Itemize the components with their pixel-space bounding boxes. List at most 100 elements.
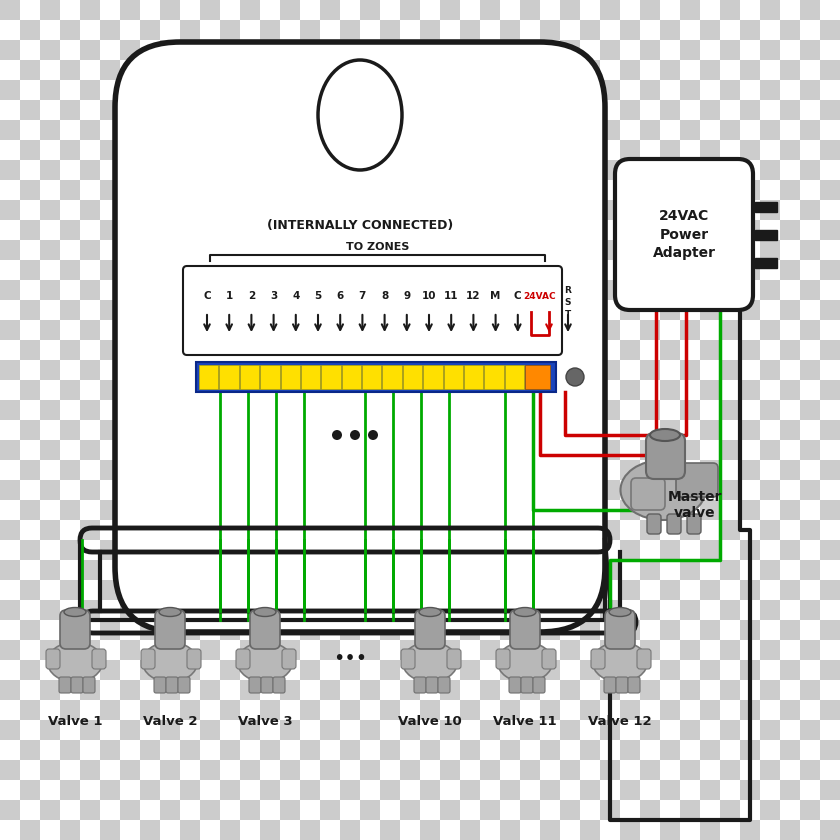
Bar xyxy=(600,320,620,340)
Bar xyxy=(640,0,660,20)
Bar xyxy=(600,200,620,220)
Bar xyxy=(680,460,700,480)
Bar xyxy=(520,380,540,400)
Bar xyxy=(220,20,240,40)
Bar xyxy=(820,120,840,140)
Bar xyxy=(420,720,440,740)
Bar xyxy=(280,820,300,840)
Bar xyxy=(220,540,240,560)
Bar xyxy=(640,60,660,80)
Bar xyxy=(360,700,380,720)
Bar xyxy=(239,365,259,389)
Bar xyxy=(480,120,500,140)
Bar xyxy=(760,100,780,120)
Bar xyxy=(40,780,60,800)
Bar xyxy=(580,640,600,660)
Bar xyxy=(200,360,220,380)
Bar xyxy=(300,320,320,340)
Bar xyxy=(260,220,280,240)
Bar xyxy=(500,720,520,740)
Bar xyxy=(540,400,560,420)
Bar xyxy=(240,400,260,420)
Bar xyxy=(80,720,100,740)
Bar xyxy=(240,580,260,600)
Bar xyxy=(180,240,200,260)
Bar xyxy=(680,440,700,460)
FancyBboxPatch shape xyxy=(667,514,681,534)
Bar xyxy=(720,380,740,400)
Bar xyxy=(620,140,640,160)
Bar xyxy=(640,120,660,140)
Bar xyxy=(680,340,700,360)
Bar xyxy=(80,180,100,200)
Bar xyxy=(340,760,360,780)
Bar xyxy=(220,440,240,460)
Bar xyxy=(0,540,20,560)
Bar xyxy=(820,300,840,320)
Bar xyxy=(140,580,160,600)
Bar xyxy=(820,160,840,180)
Bar xyxy=(20,480,40,500)
Bar xyxy=(580,620,600,640)
Bar xyxy=(280,360,300,380)
Bar xyxy=(300,820,320,840)
Bar xyxy=(200,620,220,640)
Bar xyxy=(520,560,540,580)
Bar xyxy=(40,140,60,160)
Bar xyxy=(260,260,280,280)
Bar xyxy=(420,680,440,700)
Ellipse shape xyxy=(238,642,292,682)
Bar xyxy=(520,180,540,200)
Bar xyxy=(320,80,340,100)
Bar xyxy=(760,260,780,280)
Bar xyxy=(560,580,580,600)
Bar xyxy=(800,680,820,700)
Bar xyxy=(140,200,160,220)
Bar xyxy=(60,20,80,40)
Bar xyxy=(240,600,260,620)
Bar xyxy=(640,420,660,440)
FancyBboxPatch shape xyxy=(628,677,640,693)
Bar xyxy=(260,460,280,480)
Bar xyxy=(660,540,680,560)
Bar xyxy=(20,200,40,220)
Bar xyxy=(20,0,40,20)
Bar xyxy=(0,500,20,520)
Bar xyxy=(380,80,400,100)
Bar xyxy=(780,660,800,680)
Bar xyxy=(200,440,220,460)
Bar xyxy=(60,620,80,640)
Bar xyxy=(20,120,40,140)
Bar xyxy=(740,540,760,560)
Bar xyxy=(780,140,800,160)
Bar xyxy=(800,160,820,180)
Bar xyxy=(400,240,420,260)
Bar xyxy=(640,200,660,220)
Bar xyxy=(80,700,100,720)
Bar xyxy=(760,460,780,480)
Bar xyxy=(420,480,440,500)
Bar xyxy=(140,220,160,240)
Bar xyxy=(80,580,100,600)
Bar xyxy=(480,740,500,760)
Bar xyxy=(380,820,400,840)
Bar xyxy=(40,700,60,720)
Bar xyxy=(40,60,60,80)
Bar xyxy=(0,60,20,80)
Bar xyxy=(660,120,680,140)
Bar xyxy=(60,0,80,20)
Bar xyxy=(20,20,40,40)
Bar xyxy=(280,160,300,180)
Bar xyxy=(360,280,380,300)
Bar xyxy=(281,365,300,389)
Bar xyxy=(240,280,260,300)
Bar xyxy=(540,20,560,40)
FancyBboxPatch shape xyxy=(273,677,285,693)
Bar xyxy=(680,180,700,200)
Bar xyxy=(260,680,280,700)
Bar xyxy=(820,660,840,680)
Bar xyxy=(140,60,160,80)
Bar xyxy=(340,180,360,200)
Bar xyxy=(560,40,580,60)
Bar xyxy=(300,540,320,560)
